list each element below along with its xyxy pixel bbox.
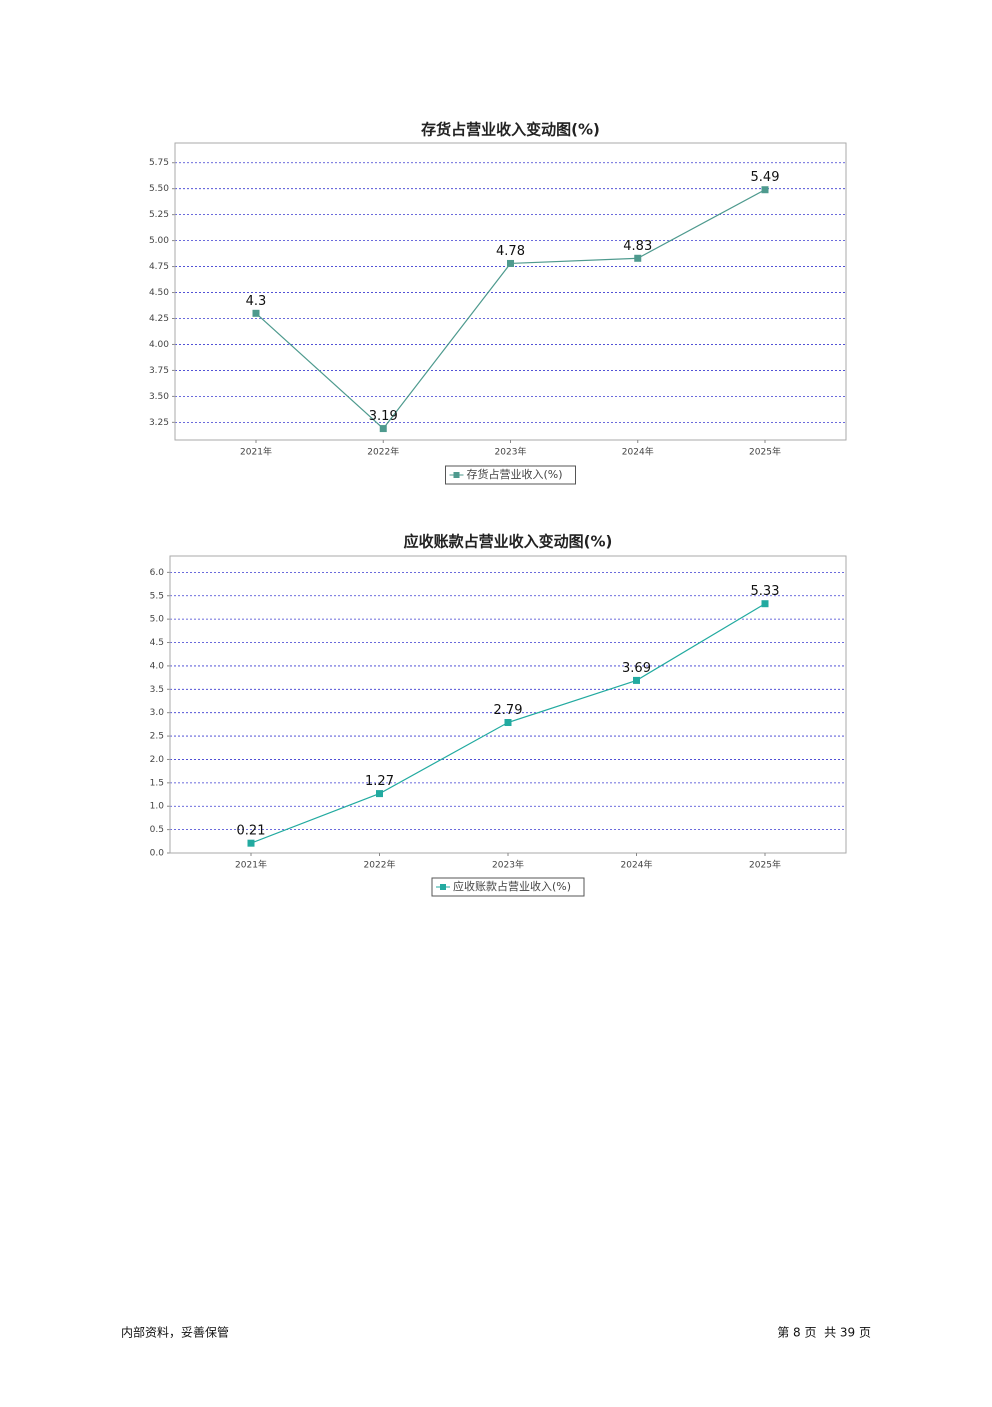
legend: 应收账款占营业收入(%) xyxy=(431,877,585,897)
data-label: 1.27 xyxy=(365,774,394,789)
y-tick-label: 4.5 xyxy=(150,638,164,648)
data-label: 3.69 xyxy=(622,661,651,676)
y-tick-label: 4.50 xyxy=(149,288,169,298)
data-point xyxy=(634,254,642,262)
y-tick-label: 1.5 xyxy=(150,778,164,788)
y-tick-label: 3.5 xyxy=(150,685,164,695)
y-tick-label: 3.0 xyxy=(150,708,165,718)
data-point xyxy=(504,719,512,727)
y-tick-label: 5.00 xyxy=(149,236,169,246)
legend-box xyxy=(431,877,585,897)
y-tick-label: 3.75 xyxy=(149,366,169,376)
y-tick-label: 4.0 xyxy=(150,661,165,671)
data-label: 4.78 xyxy=(496,244,525,259)
y-tick-label: 3.50 xyxy=(149,392,169,402)
data-point xyxy=(376,790,383,798)
y-tick-label: 5.75 xyxy=(149,158,169,168)
y-tick-label: 0.5 xyxy=(150,825,164,835)
y-tick-label: 3.25 xyxy=(149,418,169,428)
x-tick-label: 2021年 xyxy=(240,446,272,458)
data-label: 2.79 xyxy=(494,703,523,718)
legend: 存货占营业收入(%) xyxy=(445,465,576,485)
legend-swatch xyxy=(440,884,446,890)
x-tick-label: 2023年 xyxy=(495,446,527,458)
data-label: 0.21 xyxy=(237,824,266,839)
legend-box xyxy=(445,465,576,485)
x-tick-label: 2025年 xyxy=(749,446,781,458)
y-tick-label: 5.0 xyxy=(150,615,165,625)
data-point xyxy=(252,309,260,317)
y-tick-label: 4.00 xyxy=(149,340,169,350)
data-point xyxy=(507,259,514,267)
footer-left: 内部资料，妥善保管 xyxy=(121,1325,229,1340)
y-tick-label: 0.0 xyxy=(150,849,165,859)
data-label: 4.83 xyxy=(623,239,652,254)
data-point xyxy=(761,186,769,194)
x-tick-label: 2022年 xyxy=(367,446,399,458)
x-tick-label: 2024年 xyxy=(621,859,653,871)
legend-label: 应收账款占营业收入(%) xyxy=(453,879,571,893)
legend-swatch xyxy=(453,472,460,478)
y-tick-label: 2.0 xyxy=(150,755,165,765)
footer-right: 第 8 页 共 39 页 xyxy=(777,1326,871,1340)
data-point xyxy=(633,676,640,684)
y-tick-label: 5.50 xyxy=(149,184,169,194)
data-point xyxy=(761,600,769,608)
y-tick-label: 4.75 xyxy=(149,262,169,272)
y-tick-label: 4.25 xyxy=(149,314,169,324)
x-tick-label: 2025年 xyxy=(749,859,781,871)
x-tick-label: 2021年 xyxy=(235,859,267,871)
chart-title: 存货占营业收入变动图(%) xyxy=(421,121,600,139)
data-label: 5.49 xyxy=(751,170,780,185)
chart-title: 应收账款占营业收入变动图(%) xyxy=(404,533,613,551)
x-tick-label: 2023年 xyxy=(492,859,524,871)
x-tick-label: 2024年 xyxy=(622,446,654,458)
data-point xyxy=(247,839,255,847)
data-label: 5.33 xyxy=(751,584,780,599)
y-tick-label: 2.5 xyxy=(150,732,164,742)
legend-label: 存货占营业收入(%) xyxy=(467,467,563,481)
x-tick-label: 2022年 xyxy=(364,859,396,871)
y-tick-label: 5.5 xyxy=(150,591,164,601)
y-tick-label: 1.0 xyxy=(150,802,165,812)
data-label: 4.3 xyxy=(246,294,267,309)
y-tick-label: 5.25 xyxy=(149,210,169,220)
y-tick-label: 6.0 xyxy=(150,568,165,578)
data-point xyxy=(379,425,387,433)
data-label: 3.19 xyxy=(369,409,398,424)
